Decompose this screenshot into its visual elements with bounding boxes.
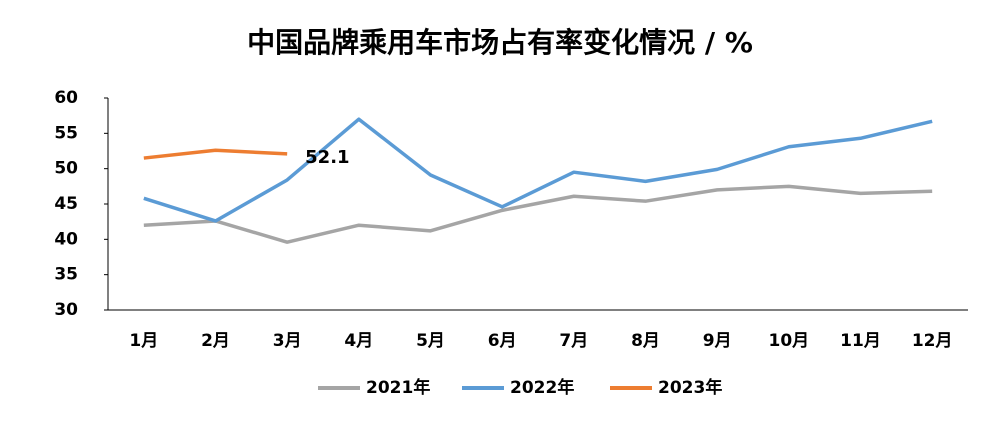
y-tick-label: 60 [54,88,78,108]
y-tick-label: 45 [54,194,78,214]
y-tick-label: 55 [54,123,78,143]
x-tick-label: 1月 [129,331,158,351]
legend-label: 2022年 [510,377,574,398]
chart-title: 中国品牌乘用车市场占有率变化情况 / % [247,26,753,59]
x-tick-label: 12月 [912,331,953,351]
x-tick-label: 6月 [488,331,517,351]
legend-label: 2023年 [658,377,722,398]
x-tick-label: 10月 [768,331,809,351]
y-tick-label: 35 [54,265,78,285]
y-tick-label: 30 [54,300,78,320]
line-series [143,184,933,244]
x-tick-label: 8月 [631,331,660,351]
data-label: 52.1 [305,147,349,168]
y-tick-label: 40 [54,229,78,249]
y-tick-label: 50 [54,159,78,179]
x-tick-label: 5月 [416,331,445,351]
line-series [143,117,933,223]
x-tick-label: 11月 [840,331,881,351]
x-tick-label: 7月 [559,331,588,351]
x-tick-label: 3月 [273,331,302,351]
line-series [143,148,288,160]
legend-label: 2021年 [366,377,430,398]
x-tick-label: 9月 [703,331,732,351]
x-tick-label: 4月 [344,331,373,351]
x-tick-label: 2月 [201,331,230,351]
